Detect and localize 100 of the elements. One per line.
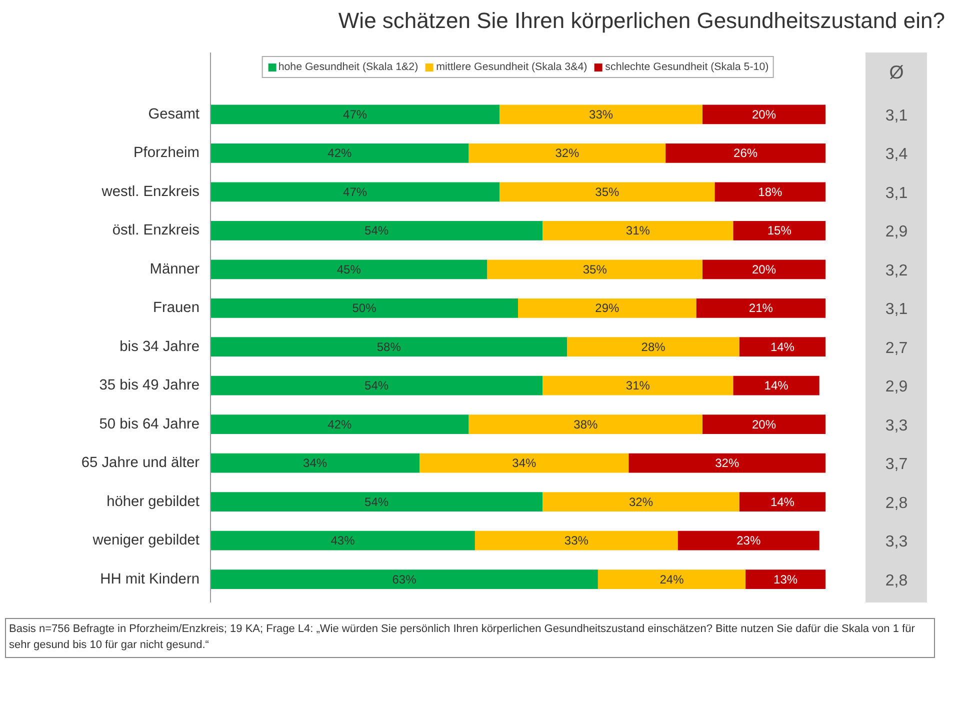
data-label: 47% [343, 108, 368, 122]
data-label: 14% [770, 495, 795, 510]
y-tick-label: HH mit Kindern [100, 572, 200, 588]
data-label: 14% [764, 379, 789, 394]
y-tick-label: höher gebildet [106, 494, 200, 510]
data-label: 54% [364, 379, 389, 394]
legend-label: schlechte Gesundheit (Skala 5-10) [605, 61, 769, 74]
y-tick-label: bis 34 Jahre [120, 339, 200, 356]
text: 2,8 [885, 572, 908, 590]
bar [714, 182, 826, 202]
data-label: 23% [736, 534, 761, 548]
text: 3,3 [885, 418, 908, 435]
y-tick-label: östl. Enzkreis [112, 223, 200, 240]
y-tick-label: Pforzheim [134, 146, 200, 162]
bar [210, 260, 488, 280]
bar [733, 376, 820, 396]
y-tick-label: 35 bis 49 Jahre [99, 378, 200, 394]
data-label: 54% [364, 224, 389, 238]
data-label: 33% [589, 108, 614, 122]
data-label: 38% [574, 418, 598, 432]
text: 3,4 [885, 146, 908, 164]
data-label: 20% [752, 108, 776, 122]
bar [210, 531, 475, 551]
y-tick-label: 65 Jahre und älter [81, 455, 200, 472]
data-label: 31% [626, 379, 650, 394]
data-label: 50% [352, 302, 377, 316]
bar [210, 182, 500, 202]
data-label: 18% [758, 185, 782, 200]
bar [746, 570, 826, 590]
data-label: 35% [595, 185, 620, 200]
bar [210, 105, 500, 125]
data-label: 33% [564, 534, 589, 548]
data-label: 20% [752, 262, 776, 277]
bar [210, 376, 543, 396]
data-label: 29% [595, 302, 620, 316]
text: 2,9 [885, 224, 908, 242]
data-label: 42% [328, 146, 352, 161]
legend-label: mittlere Gesundheit (Skala 3&4) [436, 61, 588, 74]
bar [468, 415, 702, 434]
text: 2,9 [885, 379, 908, 396]
data-label: 20% [752, 418, 776, 432]
data-label: 21% [748, 302, 774, 316]
bar [210, 492, 543, 512]
y-tick-label: Gesamt [148, 106, 200, 123]
bar [500, 105, 702, 125]
bar [702, 415, 826, 434]
bar [474, 531, 678, 551]
bar [468, 144, 666, 164]
y-tick-label: weniger gebildet [92, 532, 200, 549]
data-label: 34% [512, 456, 536, 470]
data-label: 32% [628, 495, 654, 510]
data-label: 45% [336, 262, 362, 277]
y-tick-label: Männer [150, 262, 200, 278]
text: Ø [889, 62, 904, 83]
bar [210, 298, 518, 318]
bar [210, 454, 420, 474]
bar [542, 492, 740, 512]
text: Basis n=756 Befragte in Pforzheim/Enzkreis; 19 KA; Frage L4: „Wie würden Sie persönlich Ihren körperlichen Gesundheitszustand einschätzen? Bitte nutzen Sie dafür die Skala von 1 für sehr gesund bis 10 für gar nicht gesund.“ [9, 622, 916, 654]
bar [696, 298, 826, 318]
bar [420, 454, 629, 474]
data-label: 43% [330, 534, 356, 548]
data-label: 15% [767, 224, 792, 238]
legend-label: hohe Gesundheit (Skala 1&2) [278, 61, 418, 74]
bar [210, 570, 598, 590]
bar [666, 144, 826, 164]
y-tick-label: westl. Enzkreis [100, 184, 200, 200]
bar [542, 221, 734, 241]
data-label: 14% [770, 340, 795, 354]
bar [628, 454, 826, 474]
text: 3,7 [885, 456, 908, 474]
bar [598, 570, 746, 590]
bar [739, 338, 826, 357]
chart-title: Wie schätzen Sie Ihren körperlichen Gesundheitszustand ein? [338, 7, 945, 35]
bar [210, 338, 568, 357]
bar [702, 260, 826, 280]
data-label: 32% [715, 456, 740, 470]
bar [702, 105, 826, 125]
data-label: 28% [641, 340, 666, 354]
text: 3,1 [885, 185, 908, 202]
data-label: 26% [734, 146, 758, 161]
data-label: 35% [582, 262, 608, 277]
bar [210, 144, 469, 164]
data-label: 31% [626, 224, 650, 238]
bar [210, 221, 543, 241]
bar [542, 376, 734, 396]
y-tick-label: Frauen [153, 300, 200, 317]
data-label: 58% [376, 340, 402, 354]
text: 3,2 [885, 262, 908, 280]
data-label: 63% [392, 572, 417, 587]
data-label: 13% [774, 572, 798, 587]
data-label: 47% [343, 185, 368, 200]
bar [518, 298, 696, 318]
bar [500, 182, 715, 202]
data-label: 34% [303, 456, 328, 470]
bar [567, 338, 740, 357]
bar [487, 260, 702, 280]
text: 3,3 [885, 534, 908, 551]
text: 2,7 [885, 340, 908, 358]
text: 2,8 [885, 495, 908, 512]
text: 3,1 [885, 302, 908, 319]
